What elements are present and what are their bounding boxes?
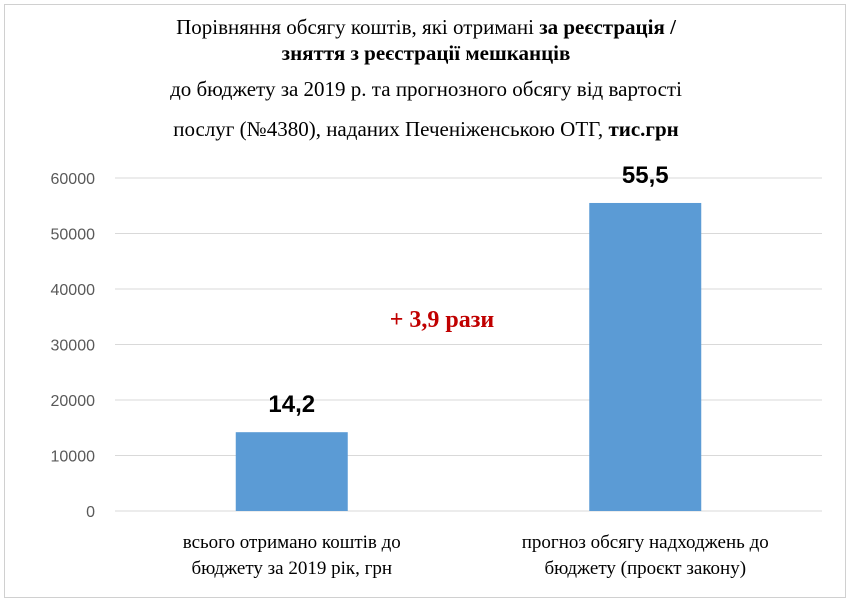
data-label: 14,2 bbox=[268, 391, 315, 418]
growth-annotation: + 3,9 рази bbox=[390, 307, 495, 333]
chart-title-line-2: зняття з реєстрації мешканців bbox=[40, 40, 812, 66]
title-text: послуг (№4380), наданих Печеніженською О… bbox=[173, 117, 609, 141]
chart-frame bbox=[4, 4, 846, 598]
bar bbox=[589, 202, 702, 511]
x-category-label: всього отримано коштів до bbox=[183, 532, 401, 553]
chart-title-line-4: послуг (№4380), наданих Печеніженською О… bbox=[40, 116, 812, 142]
bar bbox=[235, 432, 348, 511]
y-tick-label: 10000 bbox=[51, 449, 96, 466]
chart-title-line-3: до бюджету за 2019 р. та прогнозного обс… bbox=[40, 76, 812, 102]
chart-title-line-1: Порівняння обсягу коштів, які отримані з… bbox=[40, 14, 812, 40]
y-tick-label: 40000 bbox=[51, 282, 96, 299]
data-label: 55,5 bbox=[622, 162, 669, 189]
y-tick-label: 60000 bbox=[51, 171, 96, 188]
y-tick-label: 30000 bbox=[51, 338, 96, 355]
title-text: до бюджету за 2019 р. та прогнозного обс… bbox=[170, 77, 682, 101]
title-bold-text: зняття з реєстрації мешканців bbox=[281, 41, 571, 65]
title-unit: тис.грн bbox=[608, 117, 679, 141]
x-category-label: прогноз обсягу надходжень до bbox=[522, 532, 769, 553]
x-category-label: бюджету за 2019 рік, грн bbox=[191, 558, 392, 579]
title-text: Порівняння обсягу коштів, які отримані bbox=[176, 15, 540, 39]
x-category-label: бюджету (проєкт закону) bbox=[544, 558, 746, 579]
y-tick-label: 0 bbox=[86, 504, 95, 521]
y-tick-label: 20000 bbox=[51, 393, 96, 410]
title-bold-text: за реєстрація / bbox=[539, 15, 676, 39]
y-tick-label: 50000 bbox=[51, 227, 96, 244]
